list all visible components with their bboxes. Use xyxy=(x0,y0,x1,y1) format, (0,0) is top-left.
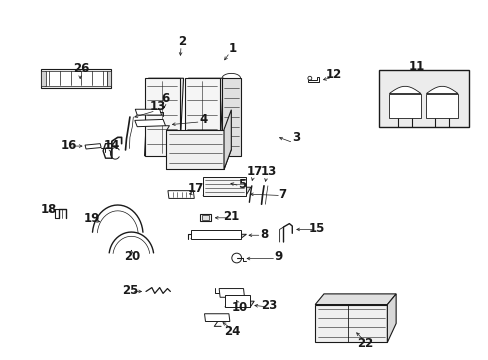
Text: 4: 4 xyxy=(199,113,207,126)
Text: 14: 14 xyxy=(103,139,120,152)
Text: 17: 17 xyxy=(187,182,203,195)
Polygon shape xyxy=(203,187,250,195)
Polygon shape xyxy=(219,289,244,297)
Polygon shape xyxy=(184,78,223,156)
Polygon shape xyxy=(224,295,250,307)
Text: 11: 11 xyxy=(408,60,425,73)
Polygon shape xyxy=(190,234,246,239)
Text: 13: 13 xyxy=(149,100,165,113)
Polygon shape xyxy=(307,77,318,82)
Text: 25: 25 xyxy=(122,284,138,297)
Text: 22: 22 xyxy=(357,337,373,350)
Text: 16: 16 xyxy=(61,139,77,152)
Text: 20: 20 xyxy=(124,250,140,263)
Polygon shape xyxy=(106,71,111,86)
Polygon shape xyxy=(41,68,111,88)
Polygon shape xyxy=(166,130,224,169)
Text: 1: 1 xyxy=(228,42,236,55)
Bar xyxy=(378,69,468,127)
Polygon shape xyxy=(222,78,240,156)
Text: 23: 23 xyxy=(261,300,277,312)
Polygon shape xyxy=(184,78,219,156)
Text: 13: 13 xyxy=(260,165,276,178)
Text: 2: 2 xyxy=(178,35,186,48)
Polygon shape xyxy=(224,301,254,307)
Polygon shape xyxy=(144,78,179,156)
Polygon shape xyxy=(144,78,183,156)
Polygon shape xyxy=(202,215,209,220)
Polygon shape xyxy=(166,149,231,169)
Polygon shape xyxy=(167,191,194,198)
Text: 21: 21 xyxy=(222,210,239,223)
Text: 19: 19 xyxy=(83,212,100,225)
Text: 5: 5 xyxy=(238,178,245,192)
Polygon shape xyxy=(203,177,245,195)
Text: 17: 17 xyxy=(246,165,263,178)
Polygon shape xyxy=(44,71,107,86)
Polygon shape xyxy=(315,294,395,305)
Text: 24: 24 xyxy=(224,325,240,338)
Polygon shape xyxy=(190,230,240,239)
Text: 3: 3 xyxy=(291,131,300,144)
Polygon shape xyxy=(426,86,457,94)
Text: 8: 8 xyxy=(259,228,267,241)
Text: 10: 10 xyxy=(231,301,247,314)
Polygon shape xyxy=(135,120,165,127)
Polygon shape xyxy=(41,71,45,86)
Polygon shape xyxy=(388,94,420,118)
Polygon shape xyxy=(224,110,231,169)
Text: 6: 6 xyxy=(161,92,169,105)
Polygon shape xyxy=(204,314,229,321)
Text: 26: 26 xyxy=(73,62,89,75)
Polygon shape xyxy=(388,86,420,94)
Polygon shape xyxy=(85,144,101,149)
Text: 7: 7 xyxy=(278,188,286,201)
Polygon shape xyxy=(199,214,211,221)
Circle shape xyxy=(307,76,311,80)
Circle shape xyxy=(231,253,241,263)
Polygon shape xyxy=(426,94,457,118)
Polygon shape xyxy=(135,109,161,115)
Text: 9: 9 xyxy=(274,250,282,263)
Polygon shape xyxy=(315,305,386,342)
Text: 18: 18 xyxy=(40,203,57,216)
Text: 15: 15 xyxy=(308,222,324,235)
Text: 12: 12 xyxy=(325,68,342,81)
Polygon shape xyxy=(386,294,395,342)
